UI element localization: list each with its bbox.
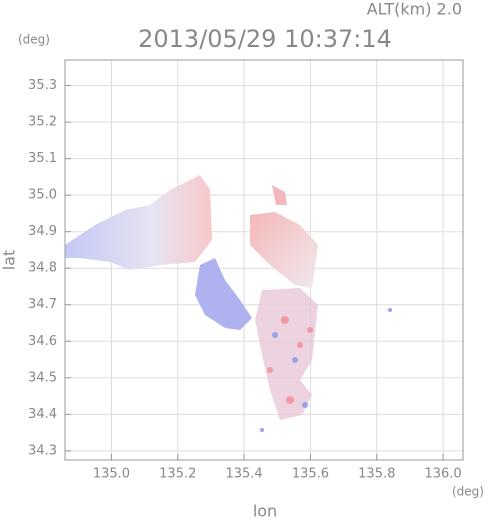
x-tick-label: 135.0	[93, 467, 130, 482]
x-tick-label: 136.0	[424, 467, 461, 482]
annotation: ALT(km) 2.0	[367, 0, 462, 19]
data-field	[65, 175, 392, 432]
y-tick-label: 34.6	[28, 334, 57, 349]
y-tick-label: 34.8	[28, 261, 57, 276]
x-tick-label: 135.2	[159, 467, 196, 482]
data-patch	[195, 258, 252, 330]
plot-frame	[64, 59, 464, 461]
y-tick-label: 35.1	[28, 151, 57, 166]
y-tick-label: 34.4	[28, 407, 57, 422]
y-tick-label: 35.0	[28, 188, 57, 203]
x-tick-label: 135.8	[358, 467, 395, 482]
y-tick-label: 35.2	[28, 115, 57, 130]
x-tick-label: 135.4	[225, 467, 262, 482]
y-tick-label: 34.5	[28, 370, 57, 385]
y-tick-label: 35.3	[28, 78, 57, 93]
y-unit: (deg)	[18, 33, 50, 47]
x-tick-label: 135.6	[292, 467, 329, 482]
y-tick-label: 34.7	[28, 297, 57, 312]
chart-title: 2013/05/29 10:37:14	[138, 25, 392, 53]
y-tick-label: 34.3	[28, 443, 57, 458]
x-unit: (deg)	[452, 485, 484, 499]
data-patch	[250, 212, 318, 288]
y-tick-label: 34.9	[28, 224, 57, 239]
x-axis-label: lon	[253, 502, 277, 521]
y-axis-label: lat	[0, 250, 19, 271]
data-patch	[65, 175, 212, 270]
data-patch	[272, 185, 287, 205]
data-patch	[255, 288, 318, 420]
